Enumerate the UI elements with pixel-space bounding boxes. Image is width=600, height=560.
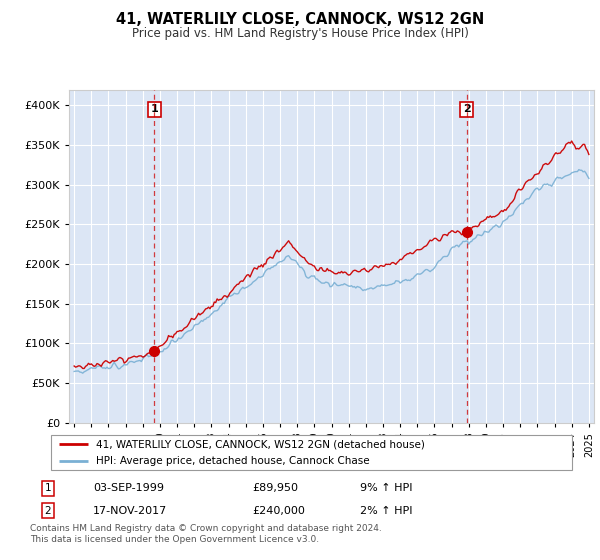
Text: 9% ↑ HPI: 9% ↑ HPI bbox=[360, 483, 413, 493]
Text: This data is licensed under the Open Government Licence v3.0.: This data is licensed under the Open Gov… bbox=[30, 535, 319, 544]
Text: £240,000: £240,000 bbox=[252, 506, 305, 516]
Text: 1: 1 bbox=[44, 483, 52, 493]
Text: 2: 2 bbox=[463, 104, 470, 114]
Text: 17-NOV-2017: 17-NOV-2017 bbox=[93, 506, 167, 516]
Text: 41, WATERLILY CLOSE, CANNOCK, WS12 2GN (detached house): 41, WATERLILY CLOSE, CANNOCK, WS12 2GN (… bbox=[95, 439, 424, 449]
Text: Price paid vs. HM Land Registry's House Price Index (HPI): Price paid vs. HM Land Registry's House … bbox=[131, 27, 469, 40]
FancyBboxPatch shape bbox=[50, 435, 572, 470]
Text: Contains HM Land Registry data © Crown copyright and database right 2024.: Contains HM Land Registry data © Crown c… bbox=[30, 524, 382, 533]
Text: 41, WATERLILY CLOSE, CANNOCK, WS12 2GN: 41, WATERLILY CLOSE, CANNOCK, WS12 2GN bbox=[116, 12, 484, 27]
Text: £89,950: £89,950 bbox=[252, 483, 298, 493]
Text: 2% ↑ HPI: 2% ↑ HPI bbox=[360, 506, 413, 516]
Text: 03-SEP-1999: 03-SEP-1999 bbox=[93, 483, 164, 493]
Text: 2: 2 bbox=[44, 506, 52, 516]
Text: 1: 1 bbox=[151, 104, 158, 114]
Text: HPI: Average price, detached house, Cannock Chase: HPI: Average price, detached house, Cann… bbox=[95, 456, 369, 466]
